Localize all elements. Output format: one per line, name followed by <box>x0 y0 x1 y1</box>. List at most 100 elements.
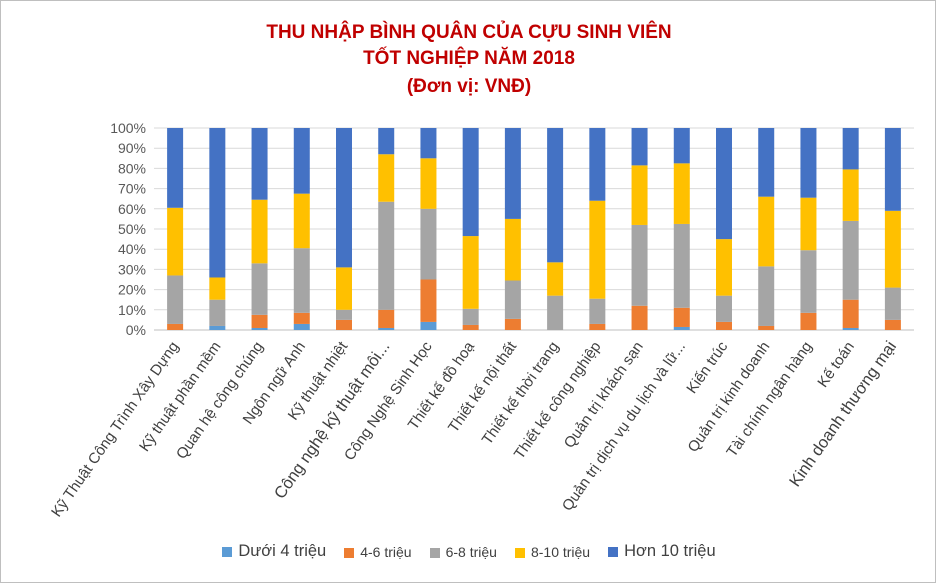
bar-segment <box>716 321 732 330</box>
bar-segment <box>251 263 268 315</box>
legend-item: 8-10 triệu <box>514 544 590 560</box>
bar-segment <box>547 128 564 263</box>
bar-segment <box>842 220 859 300</box>
legend-label: 4-6 triệu <box>360 543 412 560</box>
bar-segment <box>716 295 732 322</box>
x-tick-label: Thiết kế thời trang <box>479 339 563 448</box>
bar-segment <box>378 201 395 310</box>
bar-segment <box>251 327 268 330</box>
bar-segment <box>209 128 226 278</box>
bar-segment <box>631 165 648 225</box>
bar-segment <box>420 128 437 159</box>
bar-segment <box>167 207 184 276</box>
bar-segment <box>842 299 859 328</box>
bar-segment <box>251 314 268 328</box>
bar-segment <box>209 277 226 300</box>
bar-segment <box>504 128 521 219</box>
bar-segment <box>758 196 775 267</box>
bar-segment <box>673 163 690 224</box>
bar-segment <box>378 154 395 202</box>
bar-segment <box>504 318 521 330</box>
bar-segment <box>673 128 690 164</box>
bar-segment <box>631 305 648 330</box>
bar-segment <box>800 197 817 251</box>
y-tick-label: 80% <box>118 160 146 176</box>
bar-segment <box>336 128 352 268</box>
bar-segment <box>589 200 606 299</box>
bar-segment <box>589 298 606 324</box>
bar-segment <box>547 295 564 330</box>
y-tick-label: 70% <box>118 181 146 197</box>
y-tick-label: 90% <box>118 140 146 156</box>
y-tick-label: 40% <box>118 241 146 257</box>
legend-label: 6-8 triệu <box>445 543 497 560</box>
bar-segment <box>800 128 817 198</box>
bar-segment <box>462 324 479 330</box>
bar-segment <box>462 236 479 309</box>
bar-segment <box>209 325 226 330</box>
bar-segment <box>378 128 395 155</box>
bar-segment <box>589 128 606 201</box>
bar-segment <box>378 327 395 330</box>
bar-segment <box>547 262 564 296</box>
bar-segment <box>420 279 437 322</box>
bar-segment <box>758 325 775 330</box>
bar-segment <box>420 158 437 209</box>
y-tick-label: 30% <box>118 261 146 277</box>
legend-item: 6-8 triệu <box>429 543 497 560</box>
bar-segment <box>842 327 859 330</box>
y-tick-label: 10% <box>118 302 146 318</box>
bar-segment <box>167 275 184 324</box>
legend-swatch <box>514 547 525 558</box>
bar-segment <box>378 309 395 328</box>
bar-segment <box>800 250 817 313</box>
bar-segment <box>167 128 184 208</box>
bar-segment <box>293 128 310 194</box>
bar-segment <box>462 308 479 325</box>
bar-segment <box>336 309 352 320</box>
bar-segment <box>420 208 437 280</box>
bar-segment <box>758 266 775 326</box>
y-tick-label: 100% <box>110 120 146 136</box>
bar-segment <box>673 223 690 308</box>
bar-segment <box>842 169 859 221</box>
chart-subtitle: TỐT NGHIỆP NĂM 2018 <box>363 48 575 69</box>
bar-segment <box>504 280 521 319</box>
legend-item: 4-6 triệu <box>344 543 412 560</box>
legend-swatch <box>222 547 233 557</box>
y-tick-label: 20% <box>118 282 146 298</box>
bar-segment <box>167 323 184 330</box>
x-tick-label: Quản trị khách sạn <box>561 339 647 452</box>
y-tick-label: 0% <box>126 322 146 338</box>
bar-segment <box>251 199 268 264</box>
legend-swatch <box>429 547 440 558</box>
bar-segment <box>884 128 901 211</box>
bar-segment <box>420 321 437 330</box>
bar-segment <box>462 128 479 237</box>
bar-segment <box>800 312 817 330</box>
chart-legend: Dưới 4 triệu 4-6 triệu 6-8 triệu 8-10 triệu… <box>1 542 936 561</box>
bar-segment <box>209 299 226 326</box>
chart-title: THU NHẬP BÌNH QUÂN CỦA CỰU SINH VIÊN <box>266 22 672 43</box>
bar-segment <box>716 239 732 296</box>
bar-segment <box>673 326 690 330</box>
y-tick-label: 60% <box>118 201 146 217</box>
legend-item: Dưới 4 triệu <box>222 542 326 561</box>
bar-segment <box>673 307 690 327</box>
bar-segment <box>293 193 310 249</box>
bar-segment <box>884 210 901 288</box>
bar-segment <box>842 128 859 170</box>
bar-segment <box>293 312 310 324</box>
bar-segment <box>884 319 901 330</box>
bar-segment <box>631 128 648 166</box>
chart-unit-note: (Đơn vị: VNĐ) <box>406 76 532 97</box>
bar-segment <box>293 248 310 313</box>
legend-label: Dưới 4 triệu <box>238 542 327 560</box>
bar-segment <box>758 128 775 197</box>
legend-swatch <box>608 547 619 557</box>
y-tick-label: 50% <box>118 221 146 237</box>
legend-swatch <box>344 547 355 558</box>
bar-segment <box>336 319 352 330</box>
